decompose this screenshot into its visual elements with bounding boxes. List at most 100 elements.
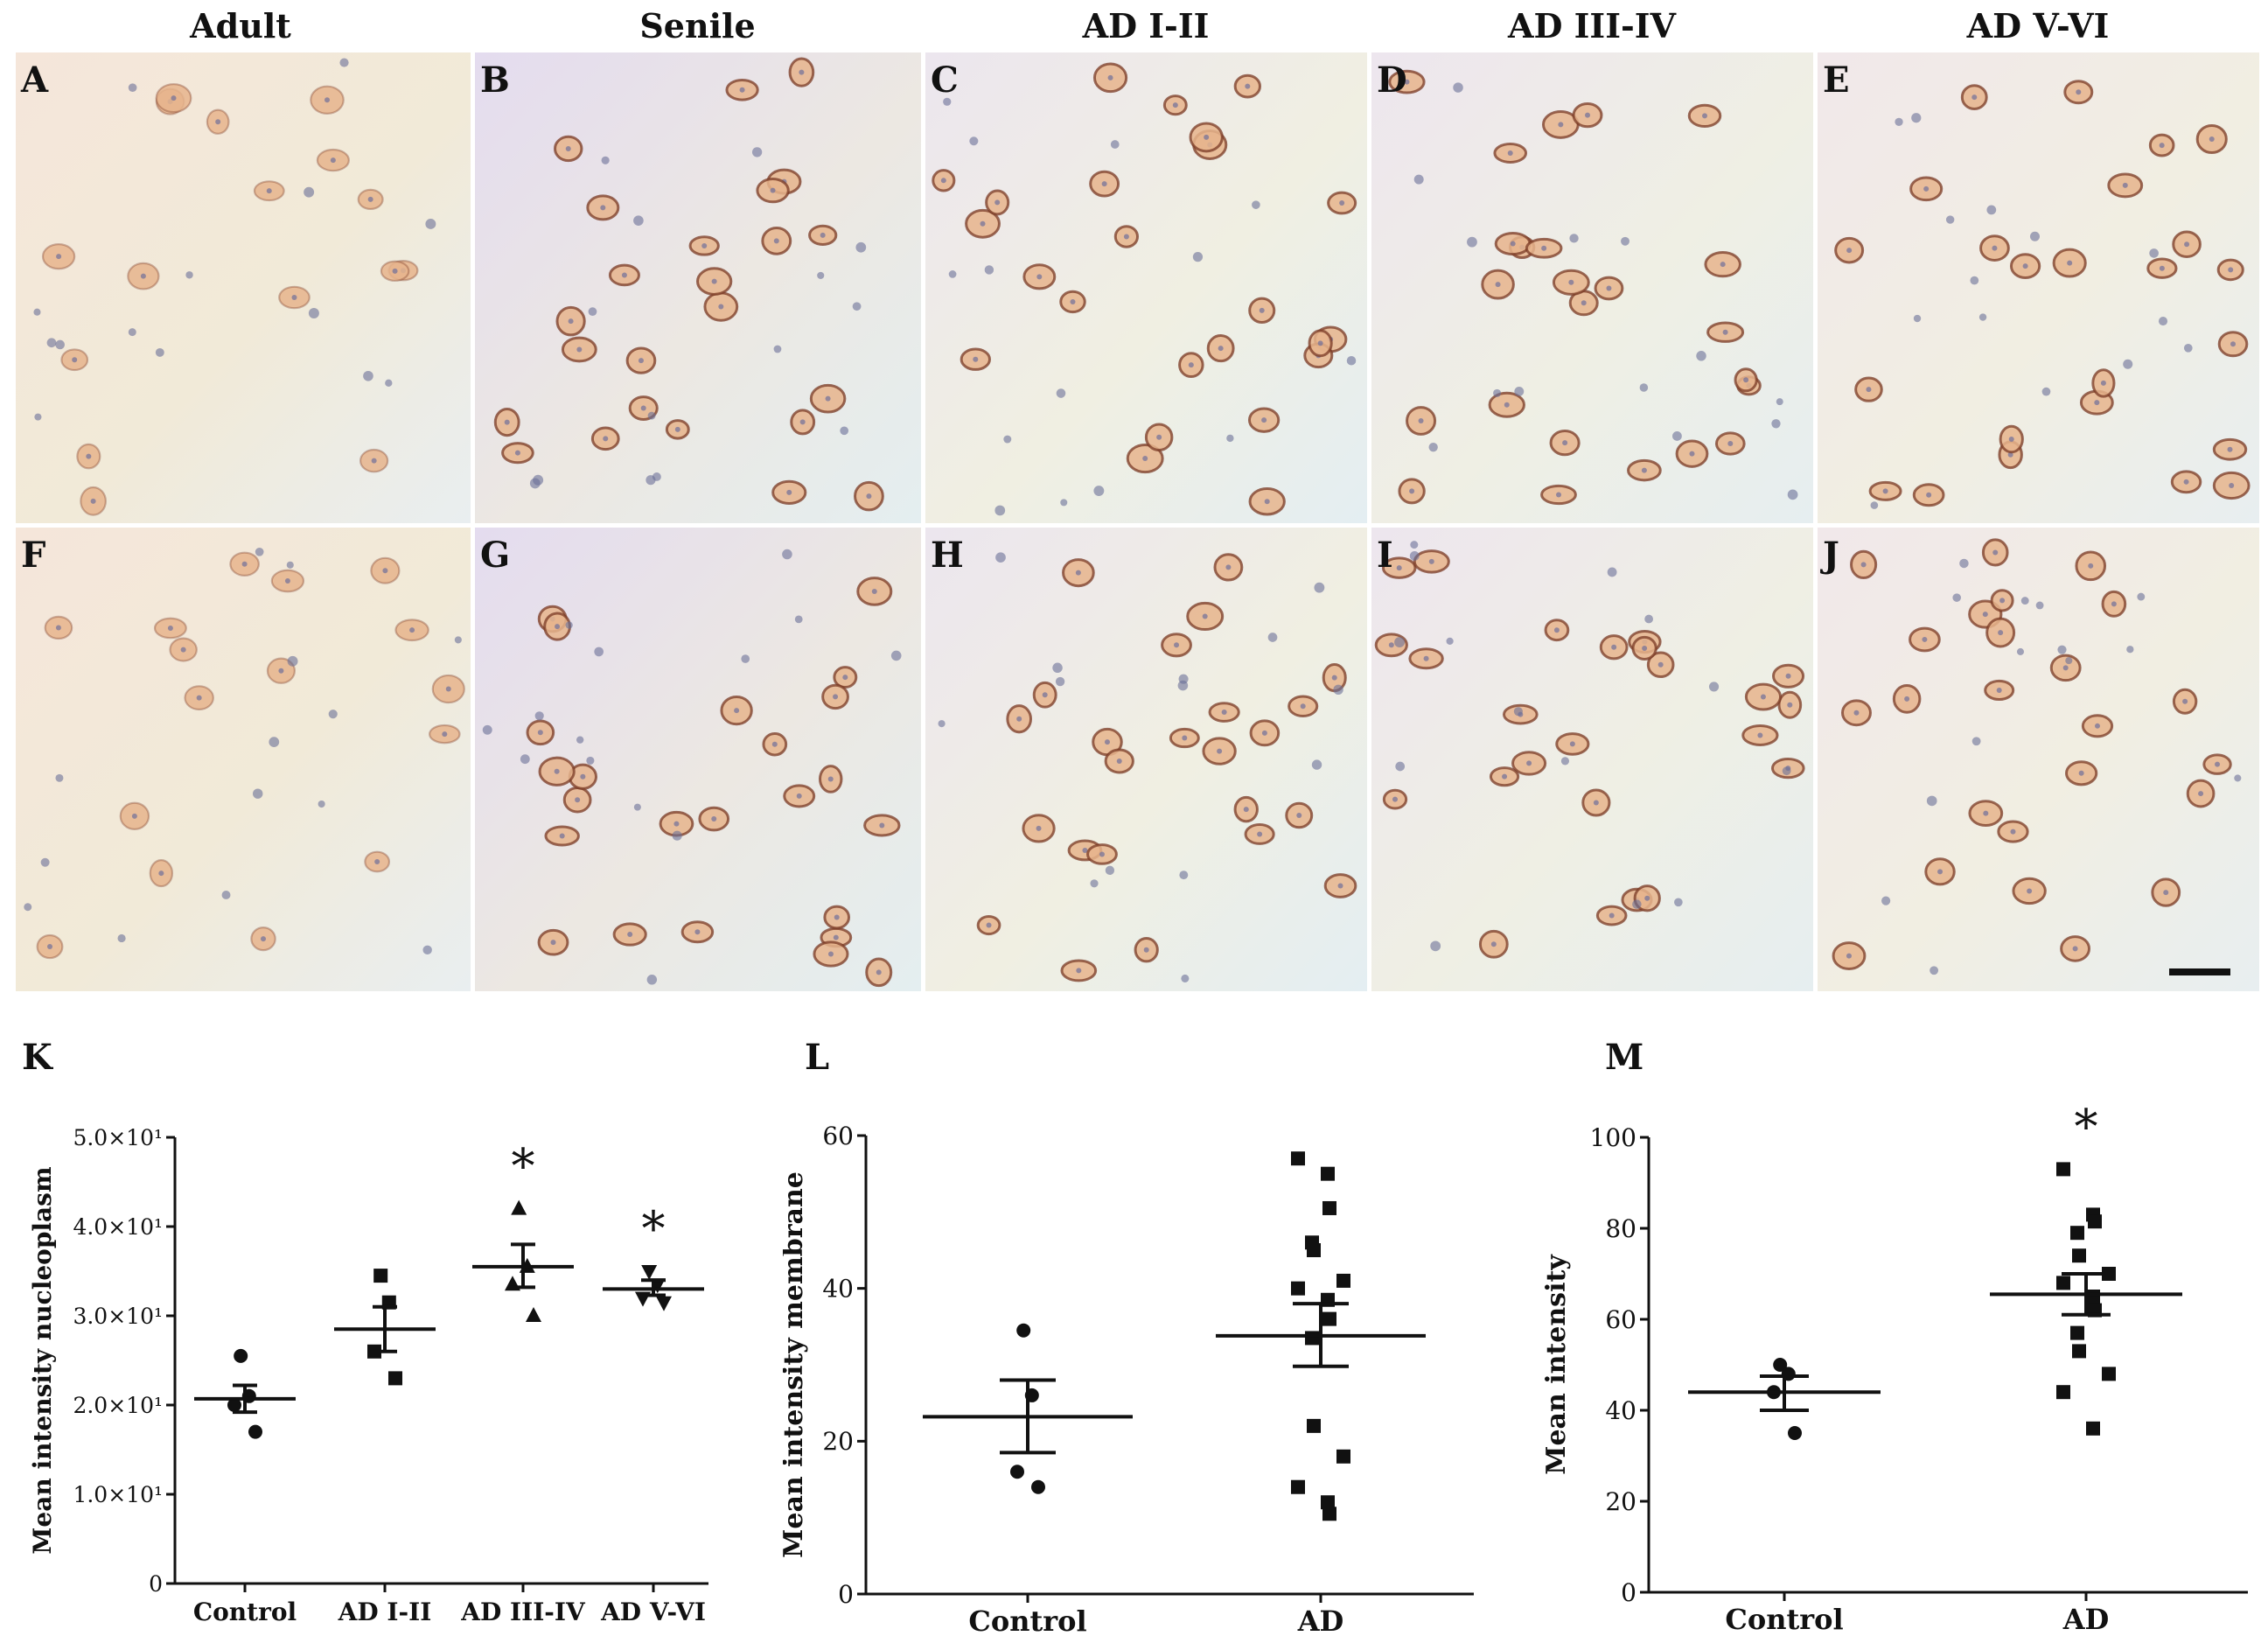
micrograph-image [1818,528,2259,991]
data-point [2086,1422,2100,1436]
micrograph-panel-a: A [16,52,471,523]
column-header-ad-i-ii: AD I-II [923,2,1369,51]
micrograph-panel-b: B [475,52,921,523]
y-axis-label: Mean intensity membrane [783,1171,809,1558]
x-tick-label: AD III-IV [460,1598,586,1626]
x-tick-label: Control [968,1605,1086,1638]
micrograph-panel-f: F [16,528,471,991]
micrograph-image [475,52,921,523]
data-point [2072,1344,2086,1358]
x-tick-label: AD V-VI [600,1598,706,1626]
micrograph-image [475,528,921,991]
micrograph-image [1371,52,1813,523]
data-point [2056,1276,2070,1290]
y-tick-label: 20 [1605,1487,1636,1516]
significance-asterisk: * [2075,1099,2098,1154]
data-point [1788,1426,1802,1440]
y-tick-label: 100 [1590,1123,1636,1152]
panel-letter-e: E [1823,59,1850,101]
y-axis-label: Mean intensity nucleoplasm [28,1166,57,1554]
data-point [511,1200,527,1215]
x-tick-label: Control [193,1598,297,1626]
chart-label-m: M [1605,1037,1643,1078]
x-tick-label: AD [1297,1605,1344,1638]
data-point [2102,1367,2116,1381]
data-point [2088,1214,2102,1228]
data-point [641,1265,657,1280]
data-point [1291,1282,1305,1296]
data-point [248,1425,262,1439]
data-point [373,1269,387,1283]
panel-letter-c: C [931,59,959,101]
data-point [1010,1465,1024,1479]
micrograph-panel-i: I [1371,528,1813,991]
data-point [2056,1385,2070,1399]
data-point [656,1297,672,1311]
data-point [2056,1162,2070,1176]
data-point [1016,1324,1030,1338]
x-tick-label: AD [2062,1603,2110,1636]
column-header-adult: Adult [13,2,468,51]
data-point [1305,1331,1319,1345]
micrograph-panel-h: H [925,528,1367,991]
data-point [2070,1226,2084,1240]
panel-letter-b: B [480,59,510,101]
micrograph-panel-g: G [475,528,921,991]
data-point [1322,1507,1336,1521]
scale-bar [2169,968,2230,975]
micrograph-image [1371,528,1813,991]
y-tick-label: 2.0×10¹ [73,1393,163,1418]
chart-m: 020406080100Mean intensityControlAD* [1544,1094,2261,1650]
y-tick-label: 4.0×10¹ [73,1214,163,1240]
y-axis-label: Mean intensity [1544,1254,1572,1475]
micrograph-image [925,52,1367,523]
chart-label-k: K [22,1037,52,1078]
data-point [1307,1243,1321,1257]
y-tick-label: 0 [149,1571,163,1597]
micrograph-panel-d: D [1371,52,1813,523]
data-point [1307,1419,1321,1433]
micrograph-panel-e: E [1818,52,2259,523]
y-tick-label: 40 [822,1274,854,1303]
panel-letter-h: H [931,535,964,576]
micrograph-image [16,52,471,523]
chart-k: 0 1.0×10¹ 2.0×10¹ 3.0×10¹ 4.0×10¹ 5.0×10¹ Mean… [17,1094,726,1650]
micrograph-image [1818,52,2259,523]
panel-letter-j: J [1823,535,1839,576]
y-tick-label: 3.0×10¹ [73,1304,163,1329]
data-point [1031,1480,1045,1494]
significance-asterisk: * [642,1201,666,1256]
data-point [526,1307,541,1322]
data-point [1291,1151,1305,1165]
x-tick-label: AD I-II [338,1598,432,1626]
y-tick-label: 0 [1621,1578,1636,1607]
y-tick-label: 60 [1605,1305,1636,1334]
micrograph-panel-c: C [925,52,1367,523]
chart-label-l: L [805,1037,829,1078]
data-point [1336,1450,1350,1464]
panel-letter-a: A [21,59,48,101]
y-tick-label: 5.0×10¹ [73,1125,163,1150]
column-header-ad-v-vi: AD V-VI [1815,2,2261,51]
data-point [2070,1326,2084,1340]
y-tick-label: 0 [838,1580,854,1609]
panel-letter-i: I [1377,535,1393,576]
data-point [2086,1290,2100,1304]
y-tick-label: 80 [1605,1214,1636,1243]
data-point [1336,1274,1350,1288]
data-point [1291,1480,1305,1494]
data-point [1322,1312,1336,1326]
micrograph-image [16,528,471,991]
column-header-ad-iii-iv: AD III-IV [1369,2,1815,51]
panel-letter-f: F [21,535,45,576]
data-point [388,1371,402,1385]
chart-l: 0204060Mean intensity membraneControlAD [783,1094,1483,1650]
panel-letter-d: D [1377,59,1407,101]
data-point [1321,1167,1335,1181]
y-tick-label: 20 [822,1427,854,1456]
y-tick-label: 1.0×10¹ [73,1482,163,1507]
panel-letter-g: G [480,535,510,576]
significance-asterisk: * [512,1139,535,1194]
data-point [234,1349,248,1363]
micrograph-panel-j: J [1818,528,2259,991]
